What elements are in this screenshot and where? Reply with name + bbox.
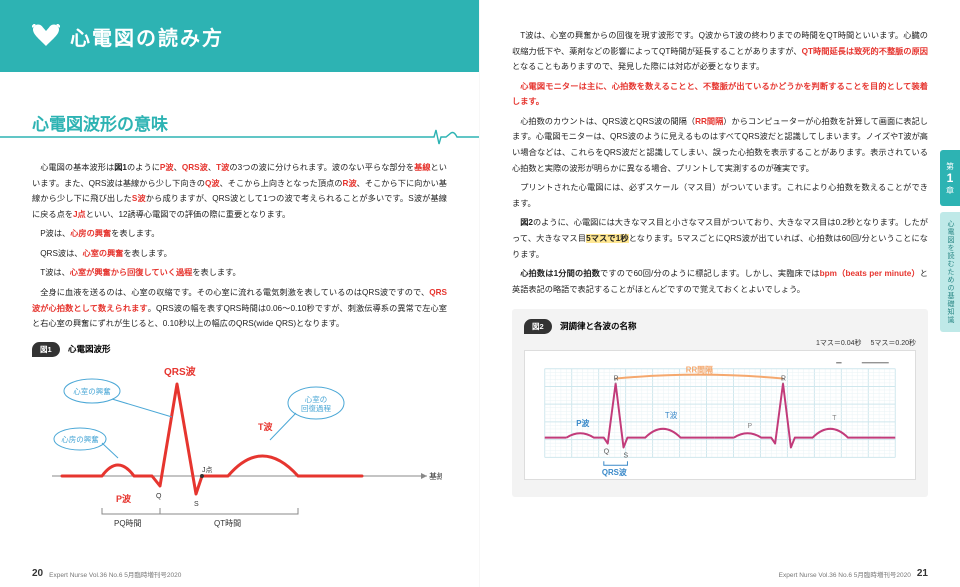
paragraph: P波は、心房の興奮を表します。 bbox=[32, 226, 447, 242]
svg-text:Q: Q bbox=[604, 449, 610, 456]
fig1-caption: 心電図波形 bbox=[68, 344, 111, 354]
paragraph: 心拍数は1分間の拍数ですので60回/分のように標記します。しかし、実臨床ではbp… bbox=[512, 266, 928, 297]
svg-text:心室の興奮: 心室の興奮 bbox=[73, 386, 111, 396]
fig1-tag: 図1 bbox=[32, 342, 60, 357]
page-num-left: 20 bbox=[32, 568, 43, 579]
right-paragraphs: T波は、心室の興奮からの回復を現す波形です。Q波からT波の終わりまでの時間をQT… bbox=[512, 28, 928, 297]
svg-text:R: R bbox=[614, 376, 619, 383]
svg-text:基線: 基線 bbox=[429, 471, 442, 481]
svg-text:P波: P波 bbox=[576, 418, 589, 428]
fig2-svg: RR間隔P波RQST波QRS波PRT bbox=[524, 350, 916, 480]
footer-text-right: Expert Nurse Vol.36 No.6 5月臨時増刊号2020 bbox=[779, 569, 911, 579]
svg-text:RR間隔: RR間隔 bbox=[686, 365, 713, 375]
svg-text:P波: P波 bbox=[116, 493, 132, 504]
fig2-tag: 図2 bbox=[524, 319, 552, 334]
page-num-right: 21 bbox=[917, 568, 928, 579]
page-right: T波は、心室の興奮からの回復を現す波形です。Q波からT波の終わりまでの時間をQT… bbox=[480, 0, 960, 587]
svg-text:Q: Q bbox=[156, 493, 162, 500]
banner-title: 心電図の読み方 bbox=[70, 22, 224, 51]
svg-text:QRS波: QRS波 bbox=[602, 467, 627, 477]
paragraph: 全身に血液を送るのは、心室の収縮です。その心室に流れる電気刺激を表しているのはQ… bbox=[32, 285, 447, 332]
svg-text:J点: J点 bbox=[202, 466, 213, 474]
svg-text:T波: T波 bbox=[665, 410, 678, 420]
side-tab-chapter: 第 1 章 bbox=[940, 150, 960, 206]
fig2-caption: 洞調律と各波の名称 bbox=[560, 321, 637, 331]
paragraph: 心拍数のカウントは、QRS波とQRS波の間隔（RR間隔）からコンピューターが心拍… bbox=[512, 114, 928, 176]
fig1-svg: 基線 P波 QRS波 T波 J点 Q S 心室の興奮心房の興奮 心室の回復過程 PQ時間 QT時間 bbox=[32, 361, 442, 529]
side-tab-topic: 心電図を読むための基礎知識 bbox=[940, 212, 960, 332]
fig2-caption-row: 図2 洞調律と各波の名称 bbox=[524, 319, 916, 334]
svg-text:心房の興奮: 心房の興奮 bbox=[61, 434, 99, 444]
fig1-box: 基線 P波 QRS波 T波 J点 Q S 心室の興奮心房の興奮 心室の回復過程 PQ時間 QT時間 bbox=[32, 361, 447, 529]
svg-text:S: S bbox=[194, 501, 199, 508]
chapter-banner: 心電図の読み方 bbox=[0, 0, 479, 72]
footer-text-left: Expert Nurse Vol.36 No.6 5月臨時増刊号2020 bbox=[49, 569, 181, 579]
paragraph: QRS波は、心室の興奮を表します。 bbox=[32, 246, 447, 262]
paragraph: 心電図モニターは主に、心拍数を数えることと、不整脈が出ているかどうかを判断するこ… bbox=[512, 79, 928, 110]
svg-text:S: S bbox=[624, 453, 629, 460]
section-heading: 心電図波形の意味 bbox=[32, 110, 184, 135]
page-spread: 心電図の読み方 心電図波形の意味 心電図の基本波形は図1のようにP波、QRS波、… bbox=[0, 0, 960, 587]
svg-text:PQ時間: PQ時間 bbox=[114, 519, 142, 528]
footer-left: 20 Expert Nurse Vol.36 No.6 5月臨時増刊号2020 bbox=[32, 568, 181, 579]
paragraph: T波は、心室の興奮からの回復を現す波形です。Q波からT波の終わりまでの時間をQT… bbox=[512, 28, 928, 75]
fig1-caption-row: 図1 心電図波形 bbox=[32, 342, 447, 357]
right-body: T波は、心室の興奮からの回復を現す波形です。Q波からT波の終わりまでの時間をQT… bbox=[512, 28, 928, 497]
fig2-box: 図2 洞調律と各波の名称 1マス＝0.04秒 5マス＝0.20秒 RR間隔 P波 R… bbox=[512, 309, 928, 497]
svg-text:P: P bbox=[748, 423, 753, 430]
footer-right: 21 Expert Nurse Vol.36 No.6 5月臨時増刊号2020 bbox=[779, 568, 928, 579]
heart-icon bbox=[32, 24, 60, 48]
paragraph: 図2のように、心電図には大きなマス目と小さなマス目がついており、大きなマス目は0… bbox=[512, 215, 928, 262]
svg-text:R: R bbox=[781, 376, 786, 383]
left-paragraphs: 心電図の基本波形は図1のようにP波、QRS波、T波の3つの波に分けられます。波の… bbox=[32, 160, 447, 332]
left-body: 心電図波形の意味 心電図の基本波形は図1のようにP波、QRS波、T波の3つの波に… bbox=[32, 110, 447, 529]
svg-text:回復過程: 回復過程 bbox=[301, 403, 331, 413]
section-heading-row: 心電図波形の意味 bbox=[32, 110, 447, 144]
svg-text:T波: T波 bbox=[258, 421, 273, 432]
svg-text:心室の: 心室の bbox=[305, 394, 328, 404]
paragraph: 心電図の基本波形は図1のようにP波、QRS波、T波の3つの波に分けられます。波の… bbox=[32, 160, 447, 222]
paragraph: プリントされた心電図には、必ずスケール（マス目）がついています。これにより心拍数… bbox=[512, 180, 928, 211]
svg-text:QT時間: QT時間 bbox=[214, 519, 241, 528]
paragraph: T波は、心室が興奮から回復していく過程を表します。 bbox=[32, 265, 447, 281]
svg-text:QRS波: QRS波 bbox=[164, 365, 197, 378]
page-left: 心電図の読み方 心電図波形の意味 心電図の基本波形は図1のようにP波、QRS波、… bbox=[0, 0, 480, 587]
fig2-scale-note: 1マス＝0.04秒 5マス＝0.20秒 bbox=[524, 338, 916, 348]
